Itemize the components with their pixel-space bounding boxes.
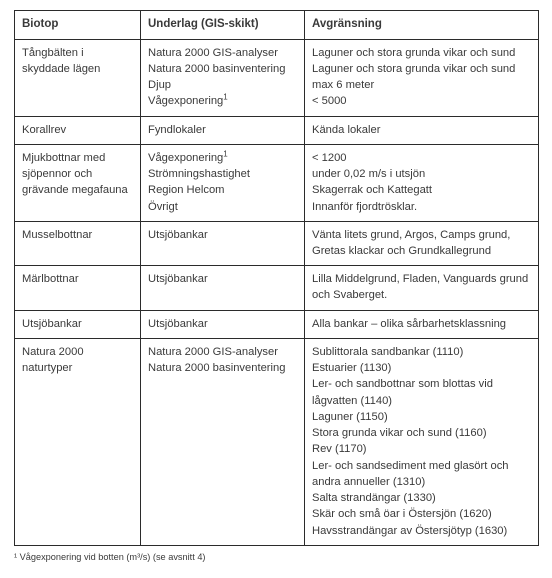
cell-underlag: Utsjöbankar bbox=[141, 221, 305, 265]
cell-avgransning: Sublittorala sandbankar (1110)Estuarier … bbox=[305, 338, 539, 545]
cell-avgransning-line: Havsstrandängar av Östersjötyp (1630) bbox=[312, 523, 531, 539]
cell-underlag-line: Fyndlokaler bbox=[148, 122, 297, 138]
cell-biotop-line: Tångbälten i bbox=[22, 45, 133, 61]
cell-avgransning-line: Sublittorala sandbankar (1110) bbox=[312, 344, 531, 360]
cell-biotop-line: Utsjöbankar bbox=[22, 316, 133, 332]
cell-avgransning: < 1200under 0,02 m/s i utsjönSkagerrak o… bbox=[305, 144, 539, 221]
cell-biotop: Mjukbottnar medsjöpennor ochgrävande meg… bbox=[15, 144, 141, 221]
table-body: Tångbälten iskyddade lägenNatura 2000 GI… bbox=[15, 39, 539, 545]
cell-underlag: Vågexponering1StrömningshastighetRegion … bbox=[141, 144, 305, 221]
cell-avgransning-line: under 0,02 m/s i utsjön bbox=[312, 166, 531, 182]
col-header-biotop: Biotop bbox=[15, 11, 141, 40]
footnote: ¹ Vågexponering vid botten (m³/s) (se av… bbox=[14, 552, 538, 562]
cell-biotop-line: Märlbottnar bbox=[22, 271, 133, 287]
cell-biotop: Tångbälten iskyddade lägen bbox=[15, 39, 141, 116]
cell-avgransning-line: Rev (1170) bbox=[312, 441, 531, 457]
cell-avgransning-line: Estuarier (1130) bbox=[312, 360, 531, 376]
cell-biotop: Korallrev bbox=[15, 116, 141, 144]
cell-underlag: Utsjöbankar bbox=[141, 266, 305, 310]
cell-biotop-line: grävande megafauna bbox=[22, 182, 133, 198]
table-row: Tångbälten iskyddade lägenNatura 2000 GI… bbox=[15, 39, 539, 116]
cell-biotop-line: Musselbottnar bbox=[22, 227, 133, 243]
cell-avgransning-line: Laguner och stora grunda vikar och sund bbox=[312, 61, 531, 77]
cell-avgransning-line: Skagerrak och Kattegatt bbox=[312, 182, 531, 198]
cell-underlag-line: Övrigt bbox=[148, 199, 297, 215]
cell-avgransning: Alla bankar – olika sårbarhetsklassning bbox=[305, 310, 539, 338]
table-row: Natura 2000naturtyperNatura 2000 GIS-ana… bbox=[15, 338, 539, 545]
cell-avgransning-line: Alla bankar – olika sårbarhetsklassning bbox=[312, 316, 531, 332]
cell-avgransning-line: Laguner (1150) bbox=[312, 409, 531, 425]
cell-biotop: Natura 2000naturtyper bbox=[15, 338, 141, 545]
cell-underlag-line: Utsjöbankar bbox=[148, 271, 297, 287]
cell-avgransning-line: < 1200 bbox=[312, 150, 531, 166]
cell-underlag: Utsjöbankar bbox=[141, 310, 305, 338]
cell-underlag-line: Natura 2000 GIS-analyser bbox=[148, 45, 297, 61]
cell-underlag-line: Vågexponering1 bbox=[148, 93, 297, 109]
cell-underlag-line: Vågexponering1 bbox=[148, 150, 297, 166]
cell-avgransning: Vänta litets grund, Argos, Camps grund, … bbox=[305, 221, 539, 265]
table-row: Musselbottnar Utsjöbankar Vänta litets gru… bbox=[15, 221, 539, 265]
cell-avgransning-line: Kända lokaler bbox=[312, 122, 531, 138]
col-header-avgransning: Avgränsning bbox=[305, 11, 539, 40]
table-row: Märlbottnar Utsjöbankar Lilla Middelgrund,… bbox=[15, 266, 539, 310]
cell-underlag-line: Djup bbox=[148, 77, 297, 93]
cell-underlag-line: Natura 2000 GIS-analyser bbox=[148, 344, 297, 360]
cell-underlag-line: Strömningshastighet bbox=[148, 166, 297, 182]
cell-avgransning-line: Ler- och sandsediment med glasört och an… bbox=[312, 458, 531, 490]
cell-biotop-line: Natura 2000 bbox=[22, 344, 133, 360]
cell-avgransning: Laguner och stora grunda vikar och sundL… bbox=[305, 39, 539, 116]
cell-biotop: Märlbottnar bbox=[15, 266, 141, 310]
cell-avgransning-line: Stora grunda vikar och sund (1160) bbox=[312, 425, 531, 441]
cell-avgransning: Kända lokaler bbox=[305, 116, 539, 144]
cell-underlag: Natura 2000 GIS-analyserNatura 2000 basi… bbox=[141, 39, 305, 116]
cell-underlag-line: Utsjöbankar bbox=[148, 227, 297, 243]
cell-avgransning-line: Skär och små öar i Östersjön (1620) bbox=[312, 506, 531, 522]
table-row: Mjukbottnar medsjöpennor ochgrävande meg… bbox=[15, 144, 539, 221]
table-row: Utsjöbankar Utsjöbankar Alla bankar – olik… bbox=[15, 310, 539, 338]
cell-biotop-line: sjöpennor och bbox=[22, 166, 133, 182]
table-row: Korallrev Fyndlokaler Kända lokaler bbox=[15, 116, 539, 144]
cell-avgransning: Lilla Middelgrund, Fladen, Vanguards gru… bbox=[305, 266, 539, 310]
cell-biotop-line: naturtyper bbox=[22, 360, 133, 376]
cell-underlag-line: Natura 2000 basinventering bbox=[148, 360, 297, 376]
cell-underlag-line: Region Helcom bbox=[148, 182, 297, 198]
cell-underlag-line: Natura 2000 basinventering bbox=[148, 61, 297, 77]
cell-avgransning-line: Ler- och sandbottnar som blottas vid låg… bbox=[312, 376, 531, 408]
biotop-table: Biotop Underlag (GIS-skikt) Avgränsning … bbox=[14, 10, 539, 546]
table-head: Biotop Underlag (GIS-skikt) Avgränsning bbox=[15, 11, 539, 40]
cell-underlag: Natura 2000 GIS-analyserNatura 2000 basi… bbox=[141, 338, 305, 545]
cell-avgransning-line: Vänta litets grund, Argos, Camps grund, … bbox=[312, 227, 531, 259]
cell-underlag: Fyndlokaler bbox=[141, 116, 305, 144]
table-header-row: Biotop Underlag (GIS-skikt) Avgränsning bbox=[15, 11, 539, 40]
cell-biotop: Utsjöbankar bbox=[15, 310, 141, 338]
footnote-ref-icon: 1 bbox=[223, 149, 227, 158]
cell-avgransning-line: Innanför fjordtrösklar. bbox=[312, 199, 531, 215]
cell-underlag-line: Utsjöbankar bbox=[148, 316, 297, 332]
cell-biotop-line: Korallrev bbox=[22, 122, 133, 138]
cell-avgransning-line: < 5000 bbox=[312, 93, 531, 109]
footnote-ref-icon: 1 bbox=[223, 93, 227, 102]
cell-biotop-line: skyddade lägen bbox=[22, 61, 133, 77]
col-header-underlag: Underlag (GIS-skikt) bbox=[141, 11, 305, 40]
cell-avgransning-line: Salta strandängar (1330) bbox=[312, 490, 531, 506]
cell-avgransning-line: max 6 meter bbox=[312, 77, 531, 93]
page: Biotop Underlag (GIS-skikt) Avgränsning … bbox=[0, 0, 552, 578]
cell-biotop-line: Mjukbottnar med bbox=[22, 150, 133, 166]
cell-biotop: Musselbottnar bbox=[15, 221, 141, 265]
cell-avgransning-line: Lilla Middelgrund, Fladen, Vanguards gru… bbox=[312, 271, 531, 303]
cell-avgransning-line: Laguner och stora grunda vikar och sund bbox=[312, 45, 531, 61]
